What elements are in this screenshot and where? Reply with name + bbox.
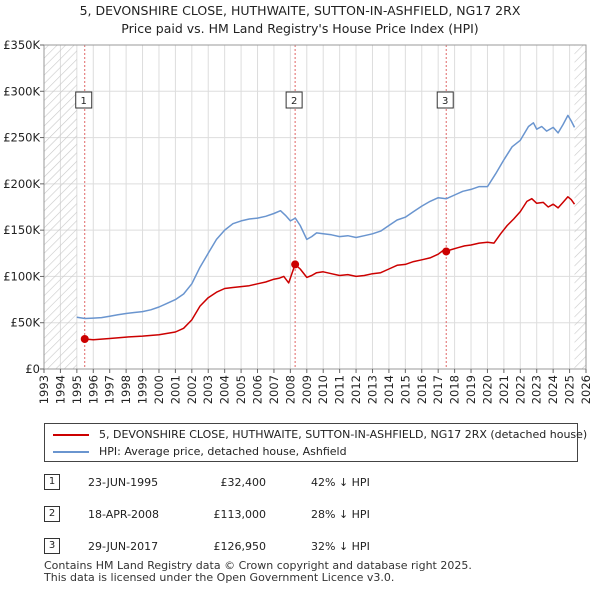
x-tick-label: 2019 [464, 375, 478, 404]
y-tick-label: £100K [3, 269, 40, 283]
y-tick-label: £50K [11, 316, 41, 330]
x-tick-label: 2026 [579, 375, 593, 404]
legend: 5, DEVONSHIRE CLOSE, HUTHWAITE, SUTTON-I… [44, 423, 587, 462]
x-tick-label: 1994 [53, 375, 67, 404]
y-tick-label: £200K [3, 177, 40, 191]
transaction-number-badge: 1 [44, 474, 60, 490]
sale-label-box [436, 91, 454, 109]
footer-line-2: This data is licensed under the Open Gov… [44, 571, 395, 584]
x-tick-label: 2003 [201, 375, 215, 404]
y-tick-label: £0 [25, 362, 40, 376]
x-tick-label: 1996 [86, 375, 100, 404]
x-tick-label: 2009 [300, 375, 314, 404]
sale-label-box [75, 91, 93, 109]
price-series-line [84, 196, 576, 341]
sale-point [291, 260, 300, 269]
x-tick-label: 2017 [431, 375, 445, 404]
transaction-price: £113,000 [213, 508, 267, 521]
x-tick-label: 2008 [283, 375, 297, 404]
y-tick-label: £300K [3, 84, 40, 98]
sale-label-number: 1 [81, 96, 87, 107]
x-tick-label: 2010 [316, 375, 330, 404]
x-tick-label: 2012 [349, 375, 363, 404]
x-tick-label: 2006 [251, 375, 265, 404]
transaction-date: 29-JUN-2017 [88, 540, 159, 553]
y-tick-label: £250K [3, 131, 40, 145]
footer-line-1: Contains HM Land Registry data © Crown c… [44, 559, 472, 572]
legend-label-price: 5, DEVONSHIRE CLOSE, HUTHWAITE, SUTTON-I… [99, 428, 588, 441]
x-tick-label: 1997 [103, 375, 117, 404]
transaction-date: 23-JUN-1995 [88, 476, 159, 489]
x-tick-label: 2025 [563, 375, 577, 404]
x-tick-label: 1995 [70, 375, 84, 404]
transaction-row: 1 23-JUN-1995 £32,400 42% ↓ HPI [0, 473, 600, 493]
x-tick-label: 2002 [185, 375, 199, 404]
x-tick-label: 2005 [234, 375, 248, 404]
x-tick-label: 2020 [480, 375, 494, 404]
title-line-2: Price paid vs. HM Land Registry's House … [121, 21, 479, 36]
transaction-date: 18-APR-2008 [88, 508, 160, 521]
x-tick-label: 1993 [37, 375, 51, 404]
plot-frame [43, 44, 587, 370]
title-line-1: 5, DEVONSHIRE CLOSE, HUTHWAITE, SUTTON-I… [79, 3, 521, 18]
footer-attribution: Contains HM Land Registry data © Crown c… [44, 560, 472, 584]
x-tick-label: 2001 [168, 375, 182, 404]
x-tick-label: 2013 [365, 375, 379, 404]
transaction-number-badge: 3 [44, 538, 60, 554]
transaction-price: £126,950 [213, 540, 267, 553]
transaction-number-badge: 2 [44, 506, 60, 522]
x-tick-label: 2014 [382, 375, 396, 404]
sale-point [442, 247, 451, 256]
x-tick-label: 2016 [415, 375, 429, 404]
x-tick-label: 2022 [513, 375, 527, 404]
legend-swatch-hpi [53, 451, 89, 453]
sale-point [80, 335, 89, 344]
x-tick-label: 2018 [448, 375, 462, 404]
x-tick-label: 2000 [152, 375, 166, 404]
price-chart: 1 2 3 £0 £50K £100K £150K £200K £250K £300K £350K… [3, 38, 593, 404]
legend-label-hpi: HPI: Average price, detached house, Ashf… [99, 445, 347, 458]
x-tick-label: 2021 [497, 375, 511, 404]
x-tick-label: 1998 [119, 375, 133, 404]
no-data-region-right [574, 45, 586, 369]
chart-title: 5, DEVONSHIRE CLOSE, HUTHWAITE, SUTTON-I… [0, 2, 600, 38]
hpi-series-line [76, 114, 576, 320]
sale-label-number: 3 [442, 96, 448, 107]
x-tick-label: 2007 [267, 375, 281, 404]
x-tick-label: 2024 [546, 375, 560, 404]
transaction-row: 3 29-JUN-2017 £126,950 32% ↓ HPI [0, 537, 600, 557]
x-tick-label: 2004 [218, 375, 232, 404]
transaction-row: 2 18-APR-2008 £113,000 28% ↓ HPI [0, 505, 600, 525]
x-tick-label: 2015 [398, 375, 412, 404]
transaction-price: £32,400 [220, 476, 267, 489]
x-tick-label: 2023 [530, 375, 544, 404]
x-tick-label: 2011 [333, 375, 347, 404]
transaction-hpi-diff: 28% ↓ HPI [311, 508, 370, 521]
y-tick-label: £150K [3, 223, 40, 237]
sale-label-box [285, 91, 303, 109]
x-tick-label: 1999 [136, 375, 150, 404]
transaction-hpi-diff: 42% ↓ HPI [311, 476, 370, 489]
no-data-region-left [44, 45, 77, 369]
sale-label-number: 2 [291, 96, 297, 107]
transaction-hpi-diff: 32% ↓ HPI [311, 540, 370, 553]
legend-swatch-price [53, 434, 89, 436]
y-tick-label: £350K [3, 38, 40, 52]
